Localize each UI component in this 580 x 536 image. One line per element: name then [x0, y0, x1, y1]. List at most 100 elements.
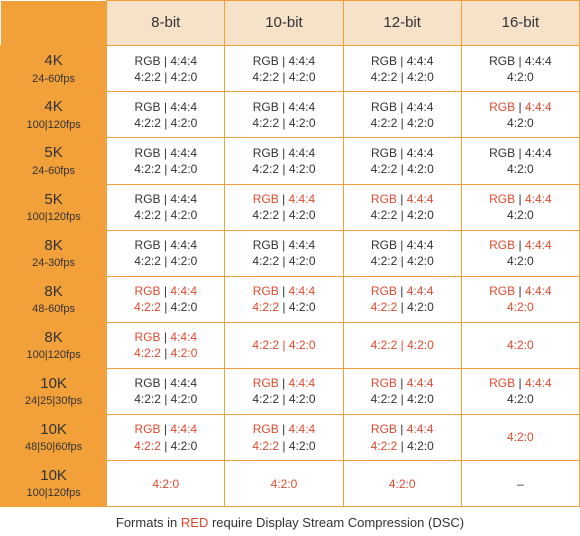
row-res: 5K — [3, 143, 104, 163]
cell-line2: 4:2:2 | 4:2:0 — [346, 438, 459, 454]
table-row: 10K48|50|60fpsRGB | 4:4:44:2:2 | 4:2:0RG… — [1, 415, 580, 461]
row-res: 8K — [3, 328, 104, 348]
data-cell: RGB | 4:4:44:2:2 | 4:2:0 — [343, 230, 461, 276]
cell-line1: RGB | 4:4:4 — [227, 283, 340, 299]
row-fps: 24-60fps — [3, 164, 104, 179]
row-head: 10K48|50|60fps — [1, 415, 107, 461]
cell-line1: RGB | 4:4:4 — [227, 191, 340, 207]
cell-line2: 4:2:2 | 4:2:0 — [109, 299, 222, 315]
cell-line1: RGB | 4:4:4 — [109, 237, 222, 253]
data-cell: RGB | 4:4:44:2:2 | 4:2:0 — [343, 46, 461, 92]
row-fps: 100|120fps — [3, 348, 104, 363]
row-head: 4K24-60fps — [1, 46, 107, 92]
row-res: 10K — [3, 420, 104, 440]
row-head: 8K24-30fps — [1, 230, 107, 276]
col-head-2: 12-bit — [343, 1, 461, 46]
data-cell: RGB | 4:4:44:2:2 | 4:2:0 — [343, 138, 461, 184]
data-cell: RGB | 4:4:44:2:2 | 4:2:0 — [343, 184, 461, 230]
table-row: 8K24-30fpsRGB | 4:4:44:2:2 | 4:2:0RGB | … — [1, 230, 580, 276]
cell-line2: 4:2:2 | 4:2:0 — [109, 345, 222, 361]
cell-line1: 4:2:2 | 4:2:0 — [346, 337, 459, 353]
cell-line2: 4:2:2 | 4:2:0 — [109, 438, 222, 454]
cell-line1: RGB | 4:4:4 — [346, 283, 459, 299]
data-cell: RGB | 4:4:44:2:2 | 4:2:0 — [225, 138, 343, 184]
table-row: 8K100|120fpsRGB | 4:4:44:2:2 | 4:2:04:2:… — [1, 322, 580, 368]
data-cell: RGB | 4:4:44:2:0 — [461, 138, 579, 184]
cell-line2: 4:2:2 | 4:2:0 — [227, 207, 340, 223]
cell-line2: 4:2:2 | 4:2:0 — [227, 438, 340, 454]
table-row: 4K100|120fpsRGB | 4:4:44:2:2 | 4:2:0RGB … — [1, 92, 580, 138]
cell-line2: 4:2:2 | 4:2:0 — [109, 207, 222, 223]
data-cell: RGB | 4:4:44:2:2 | 4:2:0 — [107, 368, 225, 414]
caption: Formats in RED require Display Stream Co… — [0, 507, 580, 536]
row-res: 8K — [3, 236, 104, 256]
cell-line2: 4:2:2 | 4:2:0 — [227, 253, 340, 269]
row-res: 4K — [3, 51, 104, 71]
row-fps: 24|25|30fps — [3, 394, 104, 409]
row-res: 4K — [3, 97, 104, 117]
data-cell: RGB | 4:4:44:2:2 | 4:2:0 — [107, 138, 225, 184]
cell-line1: RGB | 4:4:4 — [109, 145, 222, 161]
row-fps: 24-60fps — [3, 72, 104, 87]
col-head-1: 10-bit — [225, 1, 343, 46]
cell-line2: 4:2:0 — [464, 161, 577, 177]
table-row: 5K100|120fpsRGB | 4:4:44:2:2 | 4:2:0RGB … — [1, 184, 580, 230]
data-cell: RGB | 4:4:44:2:2 | 4:2:0 — [225, 184, 343, 230]
cell-line1: RGB | 4:4:4 — [464, 283, 577, 299]
cell-line2: 4:2:2 | 4:2:0 — [109, 253, 222, 269]
cell-line1: RGB | 4:4:4 — [227, 237, 340, 253]
data-cell: RGB | 4:4:44:2:0 — [461, 92, 579, 138]
table-row: 8K48-60fpsRGB | 4:4:44:2:2 | 4:2:0RGB | … — [1, 276, 580, 322]
header-row: 8-bit 10-bit 12-bit 16-bit — [1, 1, 580, 46]
cell-line1: RGB | 4:4:4 — [109, 191, 222, 207]
cell-line2: 4:2:2 | 4:2:0 — [227, 115, 340, 131]
row-head: 5K24-60fps — [1, 138, 107, 184]
data-cell: RGB | 4:4:44:2:2 | 4:2:0 — [343, 92, 461, 138]
cell-line2: 4:2:2 | 4:2:0 — [227, 161, 340, 177]
data-cell: RGB | 4:4:44:2:0 — [461, 184, 579, 230]
cell-line1: RGB | 4:4:4 — [346, 237, 459, 253]
caption-pre: Formats in — [116, 515, 181, 530]
data-cell: 4:2:0 — [461, 415, 579, 461]
cell-line1: RGB | 4:4:4 — [464, 145, 577, 161]
format-table: 8-bit 10-bit 12-bit 16-bit 4K24-60fpsRGB… — [0, 0, 580, 507]
cell-line2: 4:2:2 | 4:2:0 — [109, 115, 222, 131]
row-head: 8K100|120fps — [1, 322, 107, 368]
cell-line1: RGB | 4:4:4 — [109, 283, 222, 299]
data-cell: RGB | 4:4:44:2:2 | 4:2:0 — [107, 184, 225, 230]
cell-line1: RGB | 4:4:4 — [109, 421, 222, 437]
row-res: 10K — [3, 466, 104, 486]
data-cell: RGB | 4:4:44:2:2 | 4:2:0 — [343, 276, 461, 322]
cell-line1: RGB | 4:4:4 — [346, 145, 459, 161]
cell-line1: RGB | 4:4:4 — [227, 421, 340, 437]
cell-line1: RGB | 4:4:4 — [227, 99, 340, 115]
cell-line1: RGB | 4:4:4 — [464, 191, 577, 207]
cell-line1: RGB | 4:4:4 — [227, 53, 340, 69]
cell-line2: 4:2:2 | 4:2:0 — [109, 391, 222, 407]
cell-line1: RGB | 4:4:4 — [346, 99, 459, 115]
cell-line1: 4:2:0 — [464, 337, 577, 353]
row-fps: 100|120fps — [3, 486, 104, 501]
cell-line2: 4:2:0 — [464, 299, 577, 315]
cell-line1: RGB | 4:4:4 — [109, 329, 222, 345]
data-cell: RGB | 4:4:44:2:2 | 4:2:0 — [225, 368, 343, 414]
cell-line1: 4:2:0 — [346, 476, 459, 492]
row-res: 5K — [3, 190, 104, 210]
table-row: 5K24-60fpsRGB | 4:4:44:2:2 | 4:2:0RGB | … — [1, 138, 580, 184]
data-cell: RGB | 4:4:44:2:0 — [461, 368, 579, 414]
cell-line1: RGB | 4:4:4 — [227, 375, 340, 391]
table-row: 10K24|25|30fpsRGB | 4:4:44:2:2 | 4:2:0RG… — [1, 368, 580, 414]
cell-line1: RGB | 4:4:4 — [464, 237, 577, 253]
cell-line2: 4:2:2 | 4:2:0 — [227, 299, 340, 315]
cell-line1: RGB | 4:4:4 — [109, 53, 222, 69]
col-head-0: 8-bit — [107, 1, 225, 46]
row-head: 4K100|120fps — [1, 92, 107, 138]
data-cell: RGB | 4:4:44:2:2 | 4:2:0 — [107, 415, 225, 461]
data-cell: 4:2:2 | 4:2:0 — [343, 322, 461, 368]
cell-line2: 4:2:2 | 4:2:0 — [346, 207, 459, 223]
cell-line1: 4:2:0 — [227, 476, 340, 492]
cell-line1: RGB | 4:4:4 — [346, 53, 459, 69]
cell-line1: 4:2:2 | 4:2:0 — [227, 337, 340, 353]
cell-line1: RGB | 4:4:4 — [464, 99, 577, 115]
data-cell: RGB | 4:4:44:2:2 | 4:2:0 — [107, 276, 225, 322]
